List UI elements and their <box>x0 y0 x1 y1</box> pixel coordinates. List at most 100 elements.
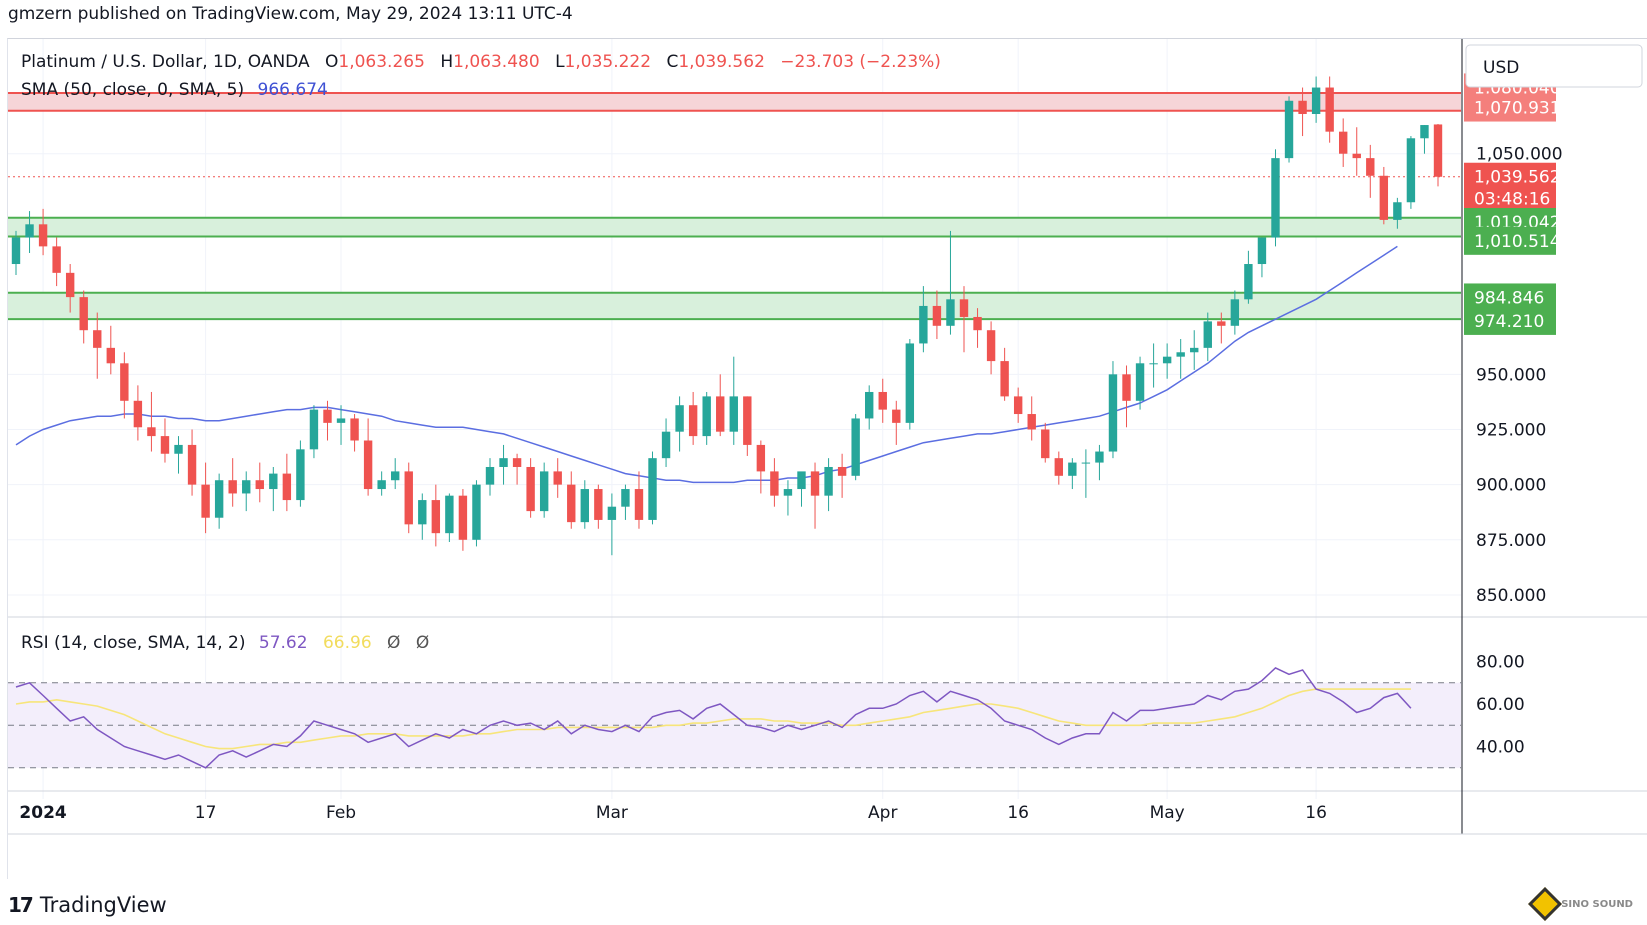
candle[interactable] <box>499 444 508 485</box>
candle[interactable] <box>269 466 278 512</box>
candle[interactable] <box>1379 166 1389 225</box>
candle[interactable] <box>743 396 752 456</box>
candle[interactable] <box>201 462 210 534</box>
candle[interactable] <box>756 440 766 494</box>
candle[interactable] <box>1203 312 1212 362</box>
candle[interactable] <box>242 471 251 512</box>
candle[interactable] <box>11 230 21 276</box>
candle[interactable] <box>851 414 860 481</box>
candle[interactable] <box>648 451 657 525</box>
candle[interactable] <box>986 321 996 375</box>
tradingview-brand[interactable]: 17 TradingView <box>8 893 167 917</box>
candle[interactable] <box>783 480 793 516</box>
candle[interactable] <box>634 471 644 529</box>
candle[interactable] <box>336 405 346 445</box>
candle[interactable] <box>932 290 942 340</box>
candle[interactable] <box>187 429 197 496</box>
candle[interactable] <box>1095 444 1104 481</box>
candle[interactable] <box>106 325 115 375</box>
candle[interactable] <box>25 211 34 253</box>
candle[interactable] <box>404 462 413 534</box>
candle[interactable] <box>919 286 928 353</box>
candle[interactable] <box>391 458 400 490</box>
candle[interactable] <box>133 385 143 441</box>
candle[interactable] <box>445 493 454 542</box>
candle[interactable] <box>309 405 319 459</box>
candle[interactable] <box>621 484 630 520</box>
sma-legend[interactable]: SMA (50, close, 0, SMA, 5) 966.674 <box>21 80 328 100</box>
candle[interactable] <box>716 374 725 437</box>
candle[interactable] <box>892 400 901 445</box>
candle[interactable] <box>431 484 441 547</box>
candle[interactable] <box>1054 451 1063 485</box>
candle[interactable] <box>865 385 874 430</box>
candle[interactable] <box>1027 396 1036 441</box>
candle[interactable] <box>837 453 847 498</box>
candle[interactable] <box>1081 449 1091 498</box>
candle[interactable] <box>363 418 373 496</box>
candle[interactable] <box>1420 125 1429 154</box>
candle[interactable] <box>174 436 183 474</box>
chart-container[interactable]: 1,050.000 950.000 925.000 900.000 875.000 850… <box>7 38 1647 879</box>
candle[interactable] <box>770 458 779 507</box>
candle[interactable] <box>1041 422 1050 463</box>
candle[interactable] <box>472 480 481 547</box>
candle[interactable] <box>52 237 61 287</box>
candle[interactable] <box>1108 361 1118 459</box>
candle[interactable] <box>553 458 562 498</box>
candle[interactable] <box>661 418 671 467</box>
candle[interactable] <box>65 264 75 313</box>
candle[interactable] <box>1244 250 1253 304</box>
candle[interactable] <box>1013 387 1023 423</box>
candle[interactable] <box>1122 365 1131 428</box>
legend-row[interactable]: Platinum / U.S. Dollar, 1D, OANDA O1,063… <box>21 52 941 72</box>
chart-svg[interactable]: 1,050.000 950.000 925.000 900.000 875.000 850… <box>8 39 1647 879</box>
candle[interactable] <box>255 462 264 503</box>
candle[interactable] <box>1325 76 1334 143</box>
candle[interactable] <box>1149 343 1158 388</box>
candle[interactable] <box>350 414 359 452</box>
candle[interactable] <box>458 489 468 551</box>
candle[interactable] <box>688 391 698 445</box>
candle[interactable] <box>1339 118 1348 167</box>
candle[interactable] <box>323 400 332 441</box>
candle[interactable] <box>79 290 88 344</box>
candle[interactable] <box>120 352 129 419</box>
candle[interactable] <box>878 378 887 423</box>
candle[interactable] <box>418 493 427 540</box>
candle[interactable] <box>594 484 603 529</box>
candle[interactable] <box>526 458 535 518</box>
candle[interactable] <box>824 458 833 512</box>
candle[interactable] <box>946 230 955 335</box>
candle[interactable] <box>1176 339 1185 379</box>
candle[interactable] <box>93 312 102 379</box>
candle[interactable] <box>512 453 522 485</box>
candle[interactable] <box>959 286 969 353</box>
candle[interactable] <box>1217 312 1226 344</box>
candle[interactable] <box>702 391 711 445</box>
candle[interactable] <box>905 339 915 430</box>
candle[interactable] <box>214 473 224 529</box>
candle[interactable] <box>1393 197 1402 229</box>
candle[interactable] <box>38 208 48 256</box>
candle[interactable] <box>1230 290 1240 335</box>
candle[interactable] <box>1311 76 1321 123</box>
candle[interactable] <box>1366 144 1375 198</box>
candle[interactable] <box>810 462 820 529</box>
candle[interactable] <box>282 453 292 512</box>
candle[interactable] <box>1352 127 1361 176</box>
candle[interactable] <box>1298 87 1307 137</box>
candle[interactable] <box>147 391 156 452</box>
currency-selector[interactable] <box>1465 44 1643 88</box>
candle[interactable] <box>580 480 589 529</box>
candle[interactable] <box>1433 123 1443 187</box>
candle[interactable] <box>1162 343 1172 379</box>
candle[interactable] <box>973 308 982 348</box>
candle[interactable] <box>567 471 576 529</box>
candle[interactable] <box>675 396 684 452</box>
candle[interactable] <box>1000 347 1009 401</box>
rsi-legend[interactable]: RSI (14, close, SMA, 14, 2) 57.62 66.96 … <box>21 633 429 653</box>
candle[interactable] <box>485 458 495 496</box>
candle[interactable] <box>1284 96 1294 163</box>
candle[interactable] <box>296 440 305 507</box>
